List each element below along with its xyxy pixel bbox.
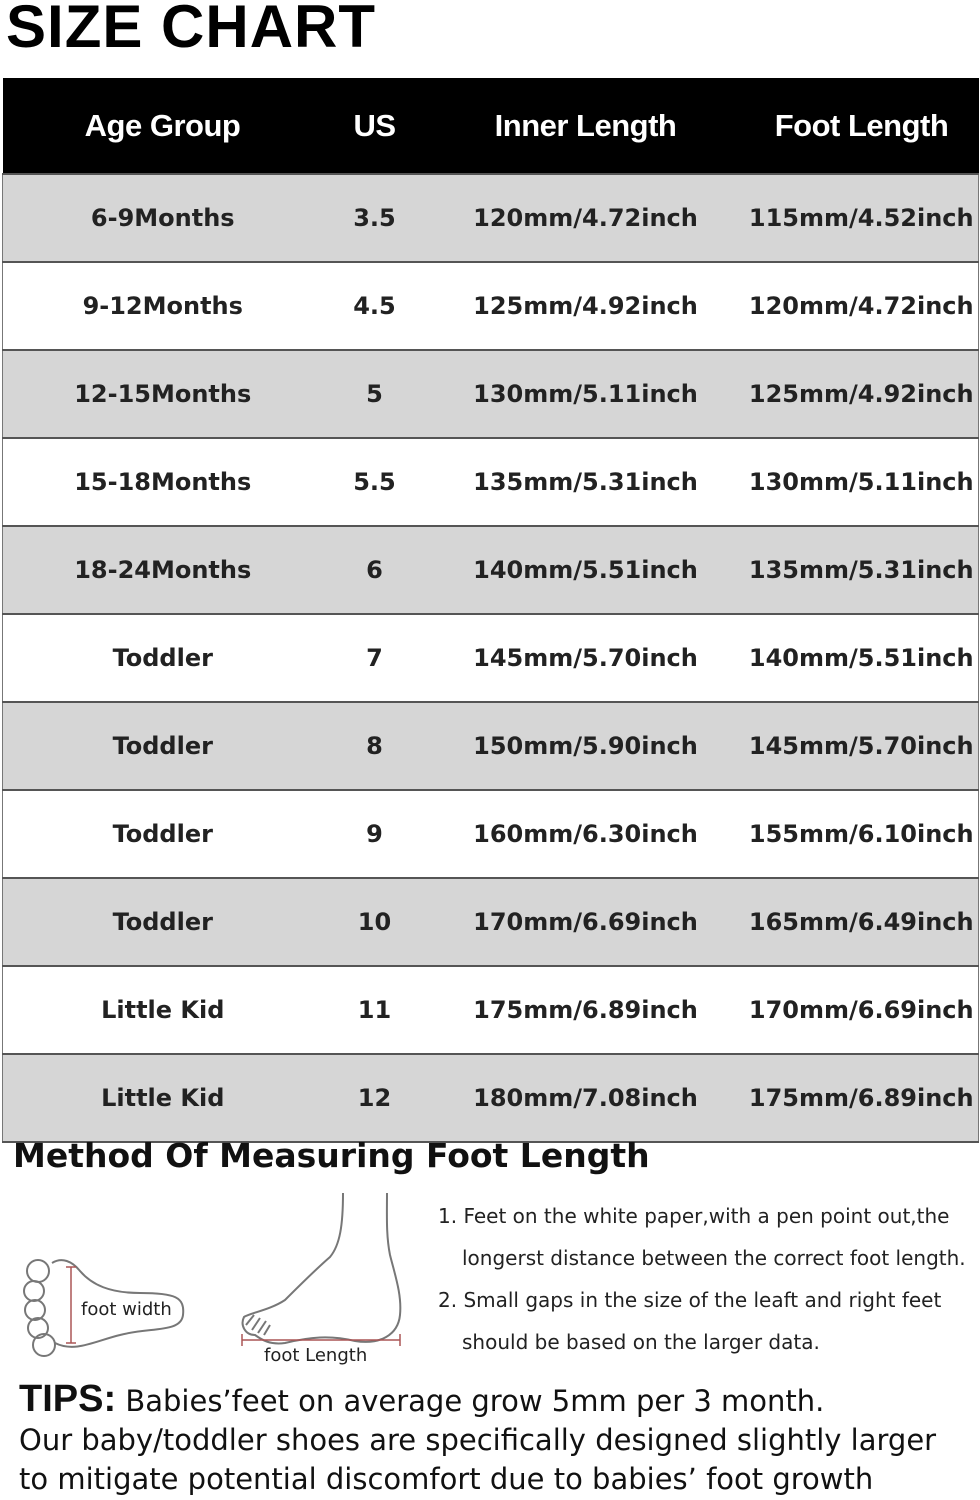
table-row: 12-15Months 5 130mm/5.11inch 125mm/4.92inch: [2, 349, 979, 439]
table-cell: 135mm/5.31inch: [426, 437, 745, 527]
table-cell: 11: [322, 965, 427, 1055]
foot-length-label: foot Length: [264, 1345, 368, 1366]
table-row: 6-9Months 3.5 120mm/4.72inch 115mm/4.52inch: [2, 173, 979, 263]
foot-width-label: foot width: [81, 1299, 172, 1320]
size-table: Age Group US Inner Length Foot Length 6-9Mo…: [2, 78, 979, 1143]
table-row: Toddler 7 145mm/5.70inch 140mm/5.51inch: [2, 613, 979, 703]
table-cell: 135mm/5.31inch: [744, 525, 979, 615]
table-cell: 155mm/6.10inch: [744, 789, 979, 879]
method-heading: Method Of Measuring Foot Length: [13, 1136, 650, 1175]
table-cell: 125mm/4.92inch: [744, 349, 979, 439]
table-cell: 9: [322, 789, 427, 879]
table-cell: 140mm/5.51inch: [426, 525, 745, 615]
table-cell: 6: [322, 525, 427, 615]
table-cell: 150mm/5.90inch: [426, 701, 745, 791]
table-cell: 12: [322, 1053, 427, 1143]
table-cell: 180mm/7.08inch: [426, 1053, 745, 1143]
column-header: US: [322, 78, 427, 174]
foot-illustration: [23, 1192, 402, 1357]
table-cell: 10: [322, 877, 427, 967]
foot-width-marker: [66, 1266, 76, 1344]
step-2-cont: should be based on the larger data.: [462, 1330, 820, 1354]
table-cell: 6-9Months: [2, 173, 323, 263]
table-row: 9-12Months 4.5 125mm/4.92inch 120mm/4.72inc…: [2, 261, 979, 351]
step-2: 2. Small gaps in the size of the leaft a…: [438, 1288, 942, 1312]
table-cell: Little Kid: [2, 1053, 323, 1143]
table-cell: 160mm/6.30inch: [426, 789, 745, 879]
table-cell: 130mm/5.11inch: [426, 349, 745, 439]
table-cell: 140mm/5.51inch: [744, 613, 979, 703]
table-cell: 5.5: [322, 437, 427, 527]
table-cell: 170mm/6.69inch: [744, 965, 979, 1055]
table-cell: 7: [322, 613, 427, 703]
table-cell: 125mm/4.92inch: [426, 261, 745, 351]
foot-side-view-icon: [241, 1192, 402, 1345]
table-cell: 145mm/5.70inch: [426, 613, 745, 703]
column-header: Foot Length: [744, 78, 979, 174]
foot-top-view-icon: [23, 1259, 185, 1357]
table-cell: 18-24Months: [2, 525, 323, 615]
table-row: Toddler 8 150mm/5.90inch 145mm/5.70inch: [2, 701, 979, 791]
table-cell: Little Kid: [2, 965, 323, 1055]
table-row: 18-24Months 6 140mm/5.51inch 135mm/5.31inch: [2, 525, 979, 615]
table-cell: 8: [322, 701, 427, 791]
page-title: SIZE CHART: [6, 0, 376, 60]
table-cell: 145mm/5.70inch: [744, 701, 979, 791]
table-cell: 4.5: [322, 261, 427, 351]
table-row: Little Kid 11 175mm/6.89inch 170mm/6.69inch: [2, 965, 979, 1055]
table-header: Age Group US Inner Length Foot Length: [2, 78, 979, 174]
table-row: Toddler 9 160mm/6.30inch 155mm/6.10inch: [2, 789, 979, 879]
table-row: Toddler 10 170mm/6.69inch 165mm/6.49inch: [2, 877, 979, 967]
table-row: 15-18Months 5.5 135mm/5.31inch 130mm/5.11in…: [2, 437, 979, 527]
table-cell: 9-12Months: [2, 261, 323, 351]
tips-line-1: Babies’feet on average grow 5mm per 3 mo…: [125, 1384, 825, 1418]
table-cell: 120mm/4.72inch: [426, 173, 745, 263]
table-cell: 165mm/6.49inch: [744, 877, 979, 967]
table-cell: Toddler: [2, 613, 323, 703]
table-cell: 5: [322, 349, 427, 439]
table-cell: 3.5: [322, 173, 427, 263]
table-cell: 12-15Months: [2, 349, 323, 439]
table-cell: Toddler: [2, 789, 323, 879]
column-header: Age Group: [2, 78, 323, 174]
table-cell: Toddler: [2, 877, 323, 967]
measuring-steps: 1. Feet on the white paper,with a pen po…: [438, 1195, 966, 1363]
step-1-cont: longerst distance between the correct fo…: [462, 1246, 966, 1270]
tips-line-2: Our baby/toddler shoes are specifically …: [19, 1423, 937, 1457]
tips-line-3: to mitigate potential discomfort due to …: [19, 1462, 874, 1496]
tips-label: TIPS:: [19, 1378, 117, 1420]
table-cell: 15-18Months: [2, 437, 323, 527]
tips: TIPS: Babies’feet on average grow 5mm pe…: [19, 1378, 936, 1499]
foot-length-marker: [241, 1334, 401, 1346]
table-cell: 170mm/6.69inch: [426, 877, 745, 967]
table-cell: 175mm/6.89inch: [744, 1053, 979, 1143]
table-cell: 120mm/4.72inch: [744, 261, 979, 351]
table-cell: Toddler: [2, 701, 323, 791]
table-cell: 115mm/4.52inch: [744, 173, 979, 263]
table-row: Little Kid 12 180mm/7.08inch 175mm/6.89inch: [2, 1053, 979, 1143]
step-1: 1. Feet on the white paper,with a pen po…: [438, 1204, 950, 1228]
table-cell: 175mm/6.89inch: [426, 965, 745, 1055]
table-cell: 130mm/5.11inch: [744, 437, 979, 527]
column-header: Inner Length: [426, 78, 745, 174]
